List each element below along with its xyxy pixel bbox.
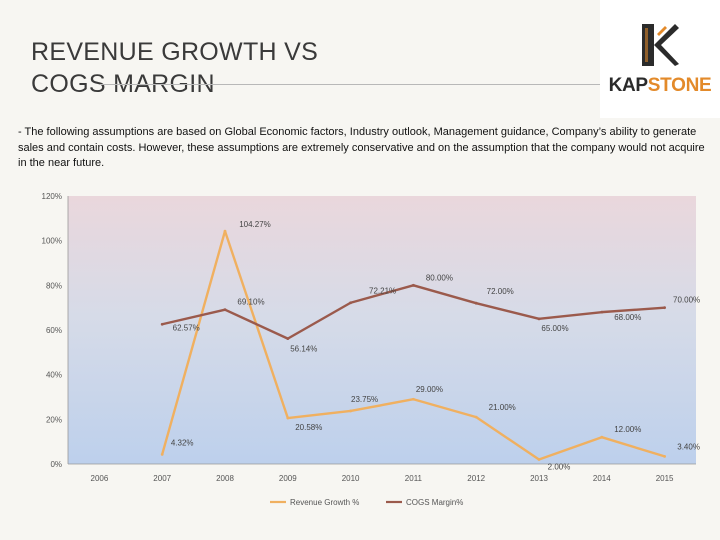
data-point [537,458,541,461]
data-point [663,306,666,310]
y-tick-label: 0% [50,460,62,469]
data-point [160,322,164,326]
chart-legend: Revenue Growth % COGS Margin% [270,498,463,507]
x-tick-label: 2014 [593,474,611,483]
data-label: 72.21% [369,287,396,296]
x-axis-ticks: 2006 2007 2008 2009 2010 2011 2012 2013 2014 2015 [91,474,675,483]
x-tick-label: 2015 [656,474,674,483]
data-label: 62.57% [173,323,200,332]
data-point [223,229,227,233]
data-label: 29.00% [416,385,443,394]
y-tick-label: 40% [46,371,62,380]
data-label: 68.00% [614,313,641,322]
slide-title-line-1: REVENUE GROWTH VS [31,38,319,66]
plot-area [68,196,696,464]
logo-wordmark: KAPSTONE [600,75,720,97]
assumptions-paragraph: - The following assumptions are based on… [18,126,705,169]
data-label: 20.58% [295,423,322,432]
data-label: 56.14% [290,345,317,354]
data-point [349,301,352,305]
y-tick-label: 100% [42,237,62,246]
data-point [663,455,666,458]
data-label: 72.00% [487,287,514,296]
data-label: 3.40% [677,442,700,451]
x-tick-label: 2011 [405,474,423,483]
data-point [474,415,478,419]
y-tick-label: 60% [46,326,62,335]
legend-label: COGS Margin% [406,498,463,507]
y-tick-label: 120% [42,192,62,201]
data-point [412,283,415,287]
data-point [412,397,415,401]
data-point [600,435,604,439]
data-point [160,452,164,456]
y-tick-label: 20% [46,415,62,424]
data-label: 104.27% [239,220,271,229]
title-divider [100,84,600,85]
logo-word-stone: STONE [647,75,712,96]
company-logo: KAPSTONE [600,0,720,118]
data-label: 21.00% [489,403,516,412]
data-label: 23.75% [351,395,378,404]
data-label: 70.00% [673,296,700,305]
x-tick-label: 2008 [216,474,234,483]
x-tick-label: 2006 [91,474,109,483]
data-label: 4.32% [171,438,194,447]
data-label: 2.00% [548,463,571,472]
x-tick-label: 2013 [530,474,548,483]
data-point [286,337,290,341]
data-point [537,317,541,321]
data-label: 12.00% [614,425,641,434]
data-point [286,416,290,420]
data-point [474,301,478,305]
data-label: 80.00% [426,273,453,282]
y-axis-ticks: 0% 20% 40% 60% 80% 100% 120% [42,192,62,469]
x-tick-label: 2010 [342,474,360,483]
logo-word-kap: KAP [608,75,649,96]
series-layer: 4.32% 104.27% 20.58% 23.75% 29.00% 21.00% 2.00… [160,220,700,472]
x-tick-label: 2007 [153,474,171,483]
y-tick-label: 80% [46,281,62,290]
x-tick-label: 2012 [467,474,485,483]
legend-label: Revenue Growth % [290,498,359,507]
data-point [600,310,604,314]
data-point [223,308,227,312]
data-label: 65.00% [541,324,568,333]
data-label: 69.10% [237,298,264,307]
kapstone-k-mark-icon [639,22,681,68]
data-point [349,409,352,413]
x-tick-label: 2009 [279,474,297,483]
